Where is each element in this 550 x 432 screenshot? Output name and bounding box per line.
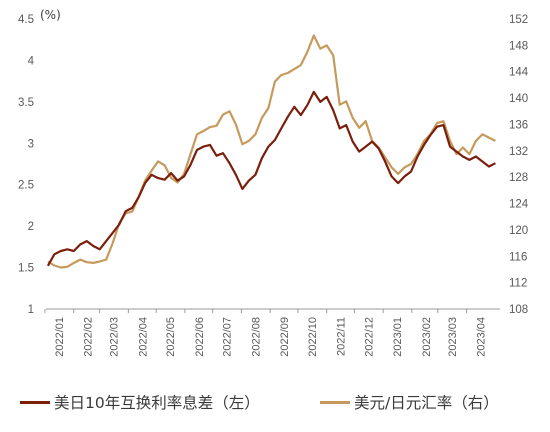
y-right-tick-label: 128: [509, 172, 528, 184]
legend-swatch-swap-spread: [20, 400, 50, 404]
x-axis: 2022/01 2022/02 2022/03 2022/04 2022/05 2022/…: [44, 309, 488, 357]
y-left-tick-label: 1: [28, 304, 34, 316]
x-tick-label: 2022/11: [336, 317, 348, 356]
series-line-swap-spread: [46, 90, 496, 267]
y-right-tick-label: 152: [509, 14, 528, 26]
series-lines: [46, 34, 496, 269]
y-unit-label: (%): [40, 8, 61, 22]
x-tick-label: 2023/03: [447, 317, 459, 357]
y-left-tick-label: 2.5: [18, 180, 34, 192]
legend: 美日10年互换利率息差（左） 美元/日元汇率（右）: [0, 391, 550, 417]
y-right-axis: 108 112 116 120 124 128 132 136 140 144 148 152: [509, 14, 529, 316]
x-tick-label: 2022/10: [307, 317, 319, 357]
x-tick-label: 2022/08: [250, 317, 262, 357]
x-tick-label: 2022/03: [109, 317, 121, 357]
x-tick-label: 2022/02: [83, 317, 95, 357]
legend-label-usdjpy: 美元/日元汇率（右）: [354, 394, 499, 412]
legend-label-swap-spread: 美日10年互换利率息差（左）: [54, 394, 260, 412]
legend-item-swap-spread: 美日10年互换利率息差（左）: [20, 391, 260, 413]
y-right-tick-label: 144: [509, 67, 529, 79]
x-tick-label: 2022/04: [137, 317, 149, 357]
x-tick-label: 2023/01: [392, 317, 404, 357]
x-tick-label: 2023/02: [421, 317, 433, 357]
x-tick-label: 2022/07: [222, 317, 234, 357]
y-left-tick-label: 4: [28, 55, 35, 67]
y-left-tick-label: 2: [28, 221, 34, 233]
x-tick-label: 2022/06: [194, 317, 206, 357]
y-left-tick-label: 1.5: [18, 263, 34, 275]
series-line-usdjpy: [47, 34, 496, 269]
legend-swatch-usdjpy: [320, 400, 350, 404]
x-tick-label: 2022/09: [279, 317, 291, 357]
y-right-tick-label: 140: [509, 93, 528, 105]
y-right-tick-label: 120: [509, 225, 528, 237]
y-left-tick-label: 4.5: [18, 14, 34, 26]
x-tick-label: 2022/05: [165, 317, 177, 357]
x-tick-label: 2022/01: [54, 317, 66, 357]
x-tick-label: 2022/12: [363, 317, 375, 357]
y-left-axis: 1 1.5 2 2.5 3 3.5 4 4.5: [18, 14, 35, 316]
y-right-tick-label: 108: [509, 304, 528, 316]
y-left-tick-label: 3.5: [18, 97, 34, 109]
y-right-tick-label: 148: [509, 40, 528, 52]
x-tick-label: 2023/04: [476, 317, 488, 357]
y-right-tick-label: 136: [509, 119, 528, 131]
legend-item-usdjpy: 美元/日元汇率（右）: [320, 391, 499, 413]
y-right-tick-label: 124: [509, 199, 529, 211]
y-right-tick-label: 116: [509, 251, 527, 263]
y-left-tick-label: 3: [28, 138, 34, 150]
y-right-tick-label: 112: [509, 278, 527, 290]
y-right-tick-label: 132: [509, 146, 528, 158]
